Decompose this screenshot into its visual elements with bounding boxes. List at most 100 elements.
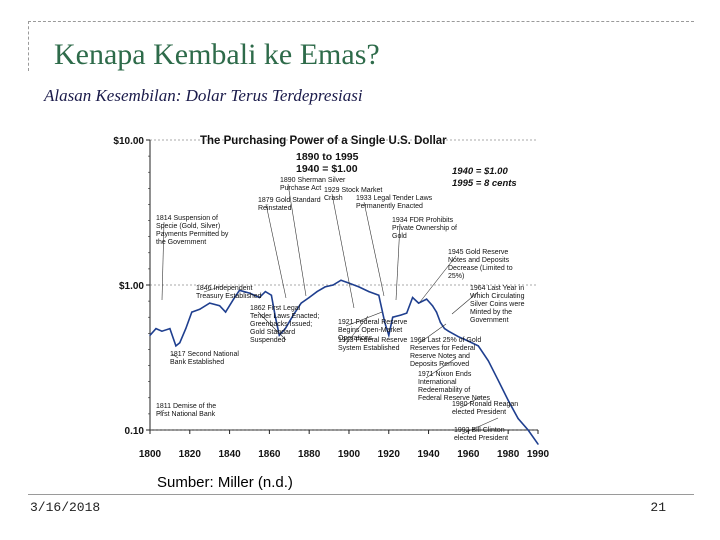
annotation-label: 1921 Federal Reserve Begins Open-Market Op…	[338, 319, 407, 342]
y-tick-label: $1.00	[119, 281, 144, 292]
data-point	[316, 290, 318, 293]
data-point	[209, 302, 211, 304]
data-point	[179, 342, 181, 344]
annotation-label: 1846 Independent Treasury Established	[196, 285, 262, 300]
annotation-label: 1992 Bill Clinton elected President	[454, 427, 508, 442]
x-tick-label: 1860	[258, 449, 281, 460]
data-point	[487, 360, 489, 362]
annotation-line: the Government	[156, 239, 206, 246]
annotation-label: 1971 Nixon Ends International Redeemabilit…	[418, 371, 490, 402]
annotation-leader-line	[461, 417, 499, 435]
annotation-line: 1879 Gold Standard	[258, 197, 321, 204]
annotation-line: 1913 Federal Reserve	[338, 337, 407, 344]
decorative-corner-line-vertical	[28, 21, 29, 71]
annotation-line: 1846 Independent	[196, 285, 252, 292]
annotation-line: Payments Permitted by	[156, 231, 229, 238]
data-point	[435, 311, 438, 313]
y-tick-label: 0.10	[125, 426, 145, 437]
annotation-label: 1945 Gold Reserve Notes and Deposits Decre…	[448, 249, 513, 280]
source-caption: Sumber: Miller (n.d.)	[157, 474, 293, 491]
data-point	[292, 314, 294, 316]
annotation-line: 1980 Ronald Reagan	[452, 401, 518, 408]
range-label-line-1: 1890 to 1995	[296, 151, 359, 163]
x-tick-label: 1900	[338, 449, 361, 460]
annotation-line: elected President	[452, 409, 506, 416]
annotation-line: Tender Laws Enacted;	[250, 313, 319, 320]
data-point	[467, 340, 470, 342]
annotation-label: 1934 FDR Prohibits Private Ownership of Go…	[392, 217, 457, 240]
data-point	[258, 296, 261, 299]
data-point	[400, 314, 402, 316]
annotation-line: Permanently Enacted	[356, 203, 423, 210]
data-point	[431, 305, 434, 307]
data-point	[149, 334, 151, 336]
annotation-line: Suspended	[250, 337, 286, 344]
data-point	[457, 336, 460, 338]
data-point	[340, 279, 342, 281]
data-point	[443, 327, 446, 330]
x-tick-label: 1840	[218, 449, 241, 460]
annotation-line: Crash	[324, 195, 343, 202]
data-point	[185, 327, 187, 330]
annotation-line: 1811 Demise of the	[156, 403, 216, 410]
annotation-line: Minted by the	[470, 309, 512, 316]
data-point	[392, 316, 394, 318]
chart-title: The Purchasing Power of a Single U.S. Do…	[200, 135, 447, 147]
data-point	[411, 296, 414, 299]
slide-title: Kenapa Kembali ke Emas?	[54, 38, 380, 71]
annotation-line: 25%)	[448, 273, 464, 280]
annotation-line: Operations	[338, 335, 373, 342]
data-point	[447, 330, 450, 332]
page-number: 21	[650, 500, 666, 515]
annotation-leader-line	[203, 285, 223, 293]
data-point	[270, 294, 273, 296]
annotation-line: Deposits Removed	[410, 361, 469, 368]
annotation-line: 1934 FDR Prohibits	[392, 217, 454, 224]
annotation-label: 1817 Second National Bank Established	[170, 351, 239, 366]
x-tick-label: 1940	[417, 449, 440, 460]
base-note-line-2: 1995 = 8 cents	[452, 178, 517, 189]
data-point	[232, 298, 235, 300]
annotation-line: 1921 Federal Reserve	[338, 319, 407, 326]
data-point	[191, 311, 193, 313]
data-point	[169, 327, 171, 330]
annotation-line: Reserve Notes and	[410, 353, 470, 360]
annotation-line: 1992 Bill Clinton	[454, 427, 505, 434]
annotation-line: 1971 Nixon Ends	[418, 371, 472, 378]
annotation-line: Begins Open-Market	[338, 327, 402, 334]
annotation-leader-line	[265, 203, 287, 299]
data-point	[308, 296, 310, 299]
annotation-label: 1968 Last 25% of Gold Reserves for Federa…	[410, 337, 481, 368]
annotation-leader-line	[459, 395, 483, 409]
annotation-leader-line	[417, 323, 447, 345]
base-note-line-1: 1940 = $1.00	[452, 166, 508, 177]
slide-date: 3/16/2018	[30, 500, 101, 515]
data-point	[417, 302, 420, 304]
data-point	[439, 321, 442, 324]
annotation-label: 1980 Ronald Reagan elected President	[452, 401, 518, 416]
data-point	[384, 321, 386, 324]
data-point	[175, 345, 177, 347]
data-point	[406, 312, 408, 314]
annotation-line: 1964 Last Year in	[470, 285, 524, 292]
annotation-leader-line	[161, 221, 165, 301]
chart-background	[100, 128, 560, 462]
annotation-label: 1814 Suspension of Specie (Gold, Silver) P…	[156, 215, 229, 246]
data-point	[161, 330, 163, 332]
decorative-corner-line-horizontal	[28, 21, 694, 22]
annotation-line: System Established	[338, 345, 400, 352]
annotation-line: 1933 Legal Tender Laws	[356, 195, 433, 202]
annotation-line: Reinstated	[258, 205, 292, 212]
annotation-label: 1933 Legal Tender Laws Permanently Enacte…	[356, 195, 433, 210]
annotation-leader-line	[331, 193, 355, 309]
annotation-leader-line	[363, 201, 385, 297]
data-point	[368, 290, 370, 293]
data-point	[324, 286, 326, 288]
data-point	[224, 311, 227, 313]
data-point	[332, 284, 334, 286]
annotation-line: Redeemability of	[418, 387, 470, 394]
data-point	[378, 294, 380, 296]
data-point	[264, 290, 267, 293]
data-point	[358, 286, 360, 288]
x-tick-label: 1980	[497, 449, 520, 460]
